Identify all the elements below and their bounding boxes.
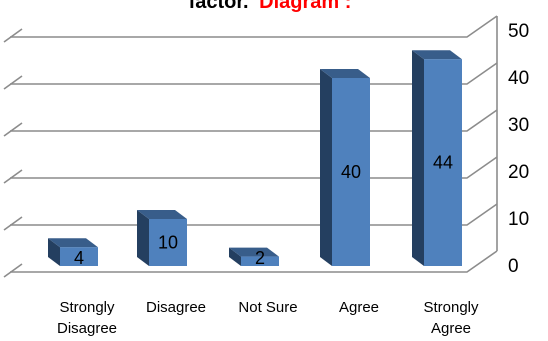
gridline-stub [3,28,23,43]
x-axis-category-labels: Strongly Disagree Disagree Not Sure Agree Str… [57,299,479,337]
data-label: 4 [74,248,84,268]
bars: 4 10 2 40 44 [48,50,462,268]
bar-side-face [412,50,424,267]
gridline-stub [3,169,23,184]
bar-front-face [149,219,187,266]
bar-front-face [332,78,370,266]
bar: 10 [137,210,187,266]
bar-side-face [320,69,332,266]
y-tick-label: 40 [508,68,529,89]
bar: 2 [229,247,279,268]
gridline-stub [3,216,23,231]
gridline-stub [3,75,23,90]
y-tick-label: 30 [508,115,529,136]
chart-title: factor. Diagram : [189,0,352,13]
x-category-label: Strongly Agree [423,299,479,337]
gridline [10,62,498,85]
bar-top-face [412,50,462,60]
gridline-stub [3,122,23,137]
bar: 40 [320,69,370,266]
data-label: 40 [341,162,361,182]
y-tick-label: 10 [508,209,529,230]
y-tick-label: 0 [508,256,519,277]
gridline-stub [3,263,23,278]
bar-top-face [229,247,279,257]
bar-top-face [137,210,187,219]
bar-top-face [320,69,370,78]
x-category-label: Agree [339,299,379,316]
gridline [10,15,498,38]
svg-text:factor. Diagram :: factor. Diagram : [189,0,352,13]
x-category-label: Not Sure [238,299,297,316]
data-label: 44 [433,153,453,173]
chart-title-part-dark: factor. [189,0,249,13]
data-label: 10 [158,233,178,253]
chart-title-part-red: Diagram : [259,0,351,13]
bar-front-face [60,247,98,266]
y-tick-label: 20 [508,162,529,183]
x-category-label: Disagree [146,299,206,316]
gridline [10,156,498,179]
bar: 44 [412,50,462,267]
bar-front-face [424,59,462,267]
bar-top-face [48,238,98,248]
bar-side-face [229,247,241,266]
x-category-label: Strongly Disagree [57,299,117,337]
gridline [10,250,498,273]
y-tick-label: 50 [508,21,529,42]
bar: 4 [48,238,98,268]
data-label: 2 [255,248,265,268]
bar-side-face [48,238,60,266]
bar-side-face [137,210,149,266]
bar-front-face [241,256,279,266]
gridline [10,109,498,132]
y-axis-tick-labels: 0 10 20 30 40 50 [508,21,529,277]
